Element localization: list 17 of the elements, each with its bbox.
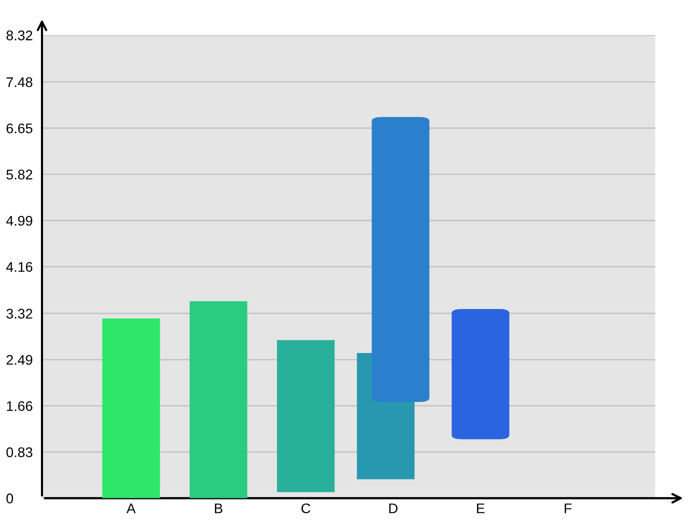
y-tick-label: 0.83: [6, 447, 32, 458]
x-tick-label: B: [214, 504, 222, 514]
y-tick-label: 1.66: [6, 401, 32, 412]
y-tick-label: 8.32: [6, 30, 32, 40]
x-tick-label: D: [389, 504, 398, 514]
x-tick-label: E: [477, 504, 485, 514]
y-tick-label: 5.82: [6, 170, 32, 180]
y-tick-label: 6.65: [6, 123, 32, 134]
x-tick-label: F: [564, 504, 572, 514]
y-tick-label: 0: [6, 494, 14, 504]
y-tick-label: 3.32: [6, 308, 32, 319]
y-tick-label: 7.48: [6, 77, 32, 88]
y-tick-label: 2.49: [6, 354, 32, 365]
x-tick-label: C: [301, 503, 310, 514]
y-tick-label: 4.16: [6, 262, 32, 272]
x-tick-label: A: [126, 504, 136, 514]
y-tick-label: 4.99: [6, 216, 32, 226]
